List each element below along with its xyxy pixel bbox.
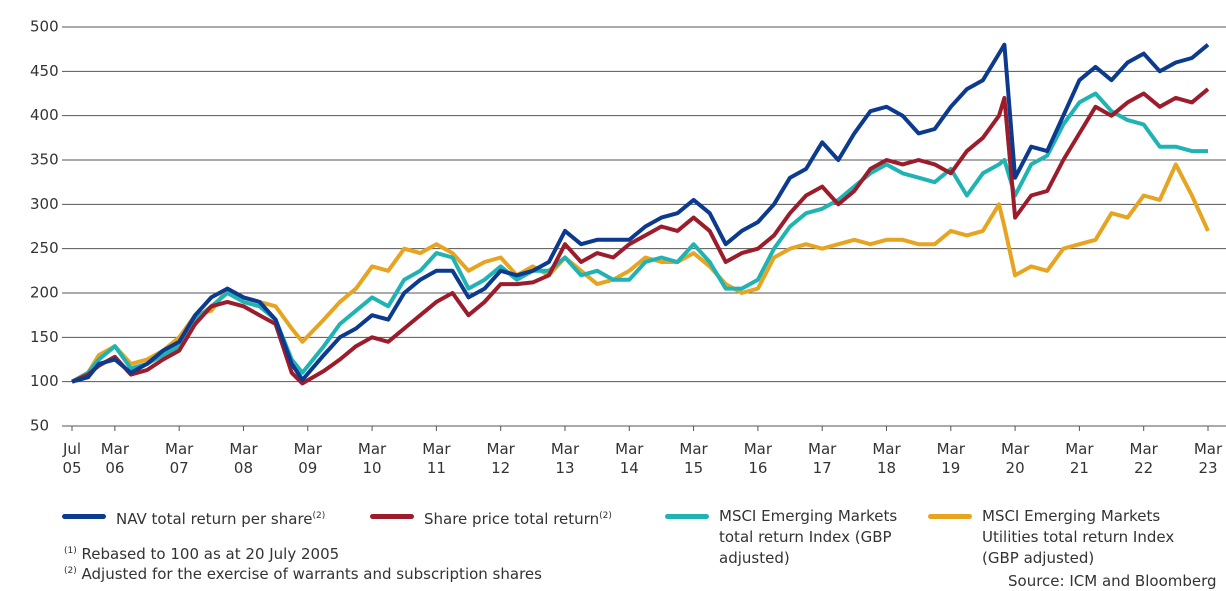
legend-swatch <box>665 514 709 519</box>
y-tick-label: 450 <box>30 62 59 80</box>
x-tick-label: Mar 16 <box>743 440 773 477</box>
footnote-text: Adjusted for the exercise of warrants an… <box>81 565 542 583</box>
x-tick-label: Jul 05 <box>62 440 82 477</box>
legend-note: (2) <box>599 511 612 521</box>
footnote: (2) Adjusted for the exercise of warrant… <box>64 565 542 583</box>
chart: 50 100 150 200 250 300 350 400 450 500 <box>30 18 1226 435</box>
x-tick-label: Mar 18 <box>872 440 901 477</box>
x-tick-label: Mar 08 <box>229 440 258 477</box>
legend-swatch <box>62 514 106 519</box>
y-tick-label: 200 <box>30 284 59 302</box>
y-tick-label: 100 <box>30 372 59 390</box>
x-tick-label: Mar 21 <box>1065 440 1094 477</box>
legend-text: NAV total return per share <box>116 510 313 528</box>
legend-text: MSCI Emerging Markets total return Index… <box>719 507 898 567</box>
x-tick-label: Mar 13 <box>550 440 580 477</box>
legend-label: MSCI Emerging Markets Utilities total re… <box>982 506 1177 569</box>
x-tick-label: Mar 15 <box>679 440 708 477</box>
legend-text: Share price total return <box>424 510 600 528</box>
legend-label: NAV total return per share(2) <box>116 506 362 530</box>
footnote-text: Rebased to 100 as at 20 July 2005 <box>81 545 340 563</box>
series-line <box>71 162 1210 384</box>
x-tick-label: Mar 06 <box>100 440 130 477</box>
footnote: (1) Rebased to 100 as at 20 July 2005 <box>64 545 339 563</box>
x-tick-label: Mar 10 <box>357 440 387 477</box>
x-tick-label: Mar 23 <box>1193 440 1223 477</box>
footnote-marker: (2) <box>64 566 77 576</box>
x-tick-label: Mar 07 <box>165 440 194 477</box>
x-tick-label: Mar 09 <box>293 440 322 477</box>
x-tick-label: Mar 11 <box>422 440 451 477</box>
x-tick-label: Mar 17 <box>808 440 837 477</box>
x-tick-label: Mar 19 <box>936 440 965 477</box>
y-tick-label: 350 <box>30 151 59 169</box>
y-tick-label: 50 <box>30 417 49 435</box>
y-tick-label: 500 <box>30 18 59 36</box>
legend-label: MSCI Emerging Markets total return Index… <box>719 506 909 569</box>
y-tick-label: 300 <box>30 195 59 213</box>
x-tick-label: Mar 20 <box>1000 440 1030 477</box>
series-line <box>71 87 1210 386</box>
x-tick-label: Mar 12 <box>486 440 515 477</box>
legend-note: (2) <box>312 511 326 521</box>
y-tick-label: 250 <box>30 239 59 257</box>
x-tick-label: Mar 14 <box>615 440 644 477</box>
y-tick-label: 400 <box>30 106 59 124</box>
x-tick-label: Mar 22 <box>1129 440 1158 477</box>
y-tick-label: 150 <box>30 328 59 346</box>
source: Source: ICM and Bloomberg <box>1008 572 1217 590</box>
series-line <box>71 42 1210 384</box>
legend-swatch <box>928 514 972 519</box>
footnote-marker: (1) <box>64 546 77 556</box>
legend-label: Share price total return(2) <box>424 506 660 530</box>
legend-text: MSCI Emerging Markets Utilities total re… <box>982 507 1175 567</box>
legend-swatch <box>370 514 414 519</box>
